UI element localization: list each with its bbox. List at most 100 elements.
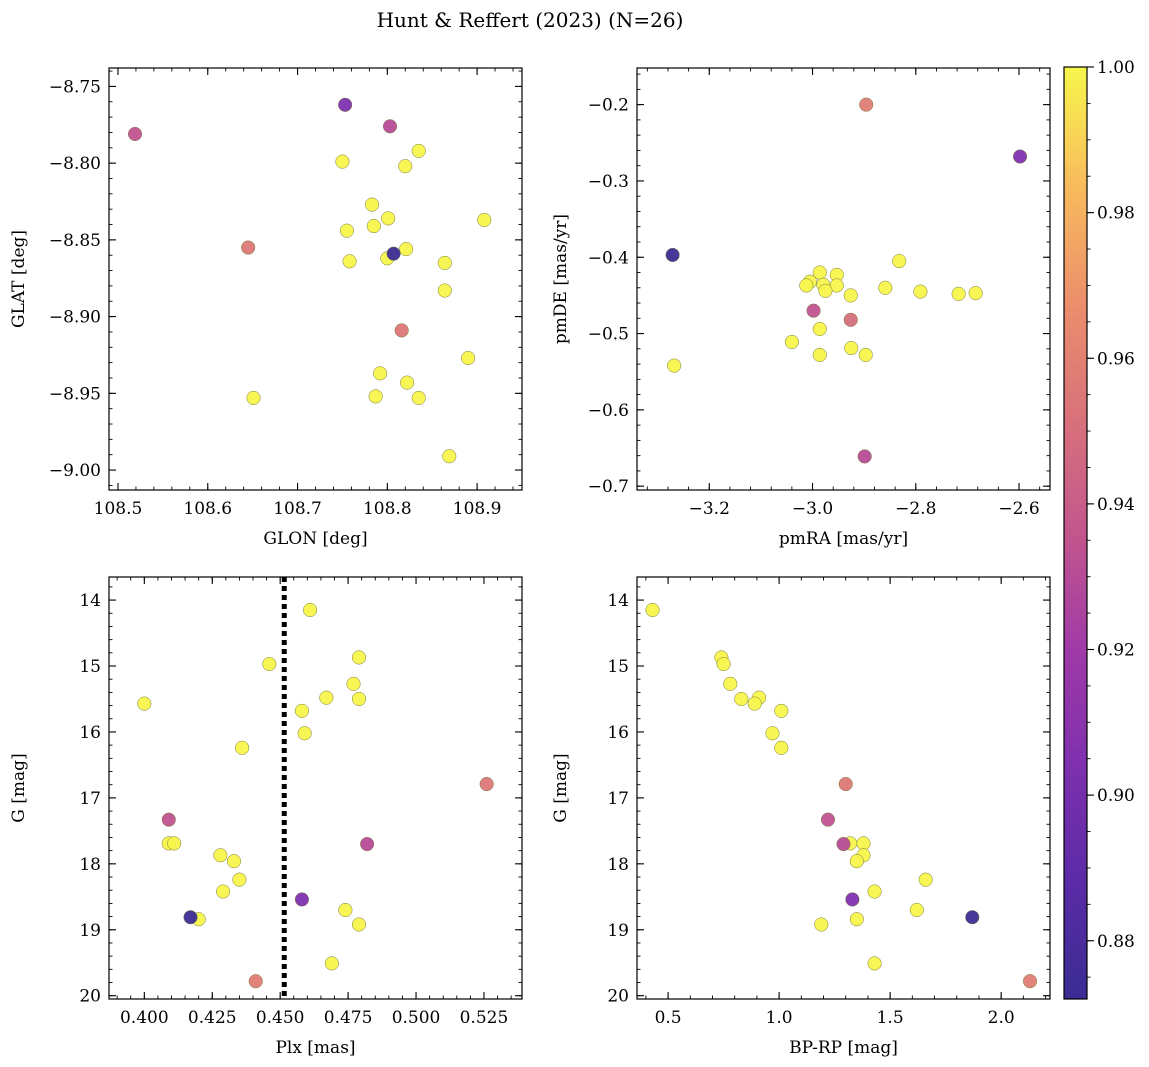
data-point — [246, 390, 261, 405]
figure-title: Hunt & Reffert (2023) (N=26) — [377, 8, 684, 32]
data-point — [411, 390, 426, 405]
data-point — [849, 854, 864, 869]
y-tick-label: −8.75 — [49, 77, 101, 97]
y-tick-label: 14 — [79, 591, 101, 611]
y-tick-label: 19 — [607, 921, 629, 941]
data-point — [838, 776, 853, 792]
data-point — [806, 303, 821, 318]
x-tick-label: 0.425 — [188, 1008, 237, 1028]
data-point — [400, 375, 415, 390]
data-point — [411, 143, 426, 158]
data-point — [951, 286, 966, 301]
data-point — [814, 917, 829, 932]
colorbar-tick-label: 0.94 — [1097, 495, 1135, 515]
x-tick-label: 1.0 — [766, 1008, 793, 1028]
data-point — [856, 836, 871, 851]
ticks: 0.5 1.0 1.5 2.0 14 15 16 17 18 19 20 — [607, 577, 1050, 1028]
data-point — [216, 884, 231, 899]
data-point — [127, 126, 143, 142]
y-tick-label: 20 — [79, 987, 101, 1007]
colorbar-tick-label: 1.00 — [1097, 58, 1135, 78]
data-point — [248, 974, 263, 989]
data-point — [878, 280, 893, 295]
y-tick-label: −8.85 — [49, 231, 101, 251]
y-tick-label: −0.3 — [588, 172, 629, 192]
data-point — [262, 656, 277, 672]
data-point — [437, 283, 452, 298]
data-point — [774, 740, 789, 755]
data-point — [858, 347, 873, 362]
colorbar-tick-label: 0.98 — [1097, 204, 1135, 224]
y-tick-label: 14 — [607, 591, 629, 611]
x-axis-label: BP-RP [mag] — [789, 1038, 898, 1058]
data-point — [351, 917, 367, 932]
data-point — [867, 884, 882, 899]
data-point — [1013, 149, 1028, 164]
data-point — [734, 691, 749, 707]
data-points — [645, 602, 1038, 989]
data-point — [297, 726, 312, 741]
data-point — [351, 691, 367, 707]
data-point — [716, 656, 731, 672]
data-point — [812, 347, 827, 362]
data-point — [319, 690, 334, 705]
data-point — [479, 776, 494, 792]
y-tick-label: −8.90 — [49, 308, 101, 328]
colorbar: 0.88 0.90 0.92 0.94 0.96 0.98 1.00 — [1063, 58, 1135, 1000]
ticks: 0.400 0.425 0.450 0.475 0.500 0.525 14 15 16 17 18… — [79, 577, 522, 1028]
data-point — [909, 902, 924, 918]
data-point — [965, 910, 980, 925]
data-point — [366, 219, 381, 234]
data-point — [183, 910, 198, 925]
colorbar-tick-label: 0.96 — [1097, 349, 1135, 369]
y-tick-label: −0.4 — [588, 248, 629, 268]
data-point — [918, 872, 933, 887]
data-point — [382, 119, 398, 134]
x-axis-label: Plx [mas] — [275, 1038, 355, 1058]
colorbar-tick-label: 0.90 — [1097, 786, 1135, 806]
y-axis-label: pmDE [mas/yr] — [551, 214, 571, 344]
data-point — [226, 854, 242, 869]
data-point — [892, 254, 907, 269]
data-point — [386, 246, 401, 261]
data-point — [161, 812, 176, 827]
y-axis-label: G [mag] — [551, 753, 571, 822]
data-point — [213, 848, 228, 863]
y-tick-label: 19 — [79, 921, 101, 941]
x-tick-label: 108.8 — [363, 499, 412, 519]
x-tick-label: 108.5 — [94, 499, 143, 519]
data-point — [859, 97, 874, 112]
y-tick-label: −8.80 — [49, 154, 101, 174]
data-point — [968, 286, 983, 301]
x-axis-label: pmRA [mas/yr] — [779, 529, 908, 549]
data-points — [665, 97, 1028, 464]
data-point — [381, 211, 396, 226]
x-tick-label: 0.475 — [324, 1008, 373, 1028]
y-tick-label: −0.7 — [588, 477, 629, 497]
y-tick-label: −0.2 — [588, 96, 629, 116]
data-point — [137, 696, 152, 711]
data-point — [232, 872, 247, 887]
x-tick-label: −3.0 — [792, 499, 833, 519]
colorbar-gradient — [1063, 66, 1088, 1000]
x-tick-label: 108.6 — [183, 499, 232, 519]
data-point — [765, 726, 780, 741]
data-point — [812, 321, 827, 337]
data-point — [799, 278, 814, 293]
data-points — [137, 602, 494, 989]
data-point — [235, 740, 250, 755]
data-point — [1022, 974, 1038, 989]
plot-frame — [108, 67, 523, 491]
data-point — [857, 449, 872, 464]
data-point — [836, 836, 851, 852]
data-point — [845, 892, 860, 907]
data-point — [843, 288, 858, 303]
data-point — [294, 892, 309, 907]
data-point — [645, 602, 660, 618]
colorbar-tick-label: 0.92 — [1097, 641, 1135, 661]
data-point — [394, 323, 409, 338]
y-tick-label: 15 — [607, 657, 629, 677]
data-point — [477, 212, 492, 227]
data-point — [784, 334, 799, 350]
data-point — [338, 902, 353, 918]
